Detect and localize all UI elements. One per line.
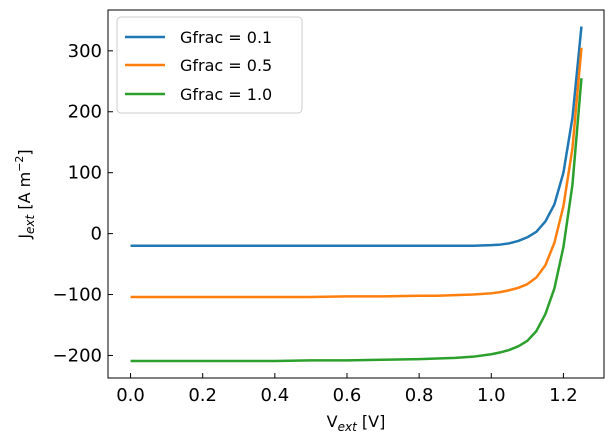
series-line-2 xyxy=(130,78,583,363)
x-axis-label-unit: [V] xyxy=(357,412,386,431)
x-tick-label: 0.6 xyxy=(333,385,362,406)
x-tick-label: 0.0 xyxy=(116,385,145,406)
x-tick-label: 1.0 xyxy=(477,385,506,406)
x-axis-label: Vext [V] xyxy=(327,412,386,434)
legend-label-2: Gfrac = 1.0 xyxy=(180,85,272,104)
y-axis-label-unit-post: ] xyxy=(15,149,34,155)
x-tick-label: 0.4 xyxy=(261,385,290,406)
y-tick-label: 0 xyxy=(91,224,102,245)
x-axis-label-base: V xyxy=(327,412,338,431)
x-tick-label: 0.2 xyxy=(188,385,217,406)
y-axis-label: Jext [A m−2] xyxy=(13,149,37,239)
legend-label-0: Gfrac = 0.1 xyxy=(180,28,272,47)
x-tick-label: 1.2 xyxy=(549,385,578,406)
y-axis-label-base: J xyxy=(15,234,34,240)
y-tick-label: 100 xyxy=(68,163,102,184)
series-line-1 xyxy=(130,47,583,299)
y-tick-label: −200 xyxy=(53,345,102,366)
legend: Gfrac = 0.1 Gfrac = 0.5 Gfrac = 1.0 xyxy=(116,16,303,114)
y-axis-label-unit-sup: −2 xyxy=(13,156,26,172)
legend-box xyxy=(116,16,303,114)
y-tick-label: 300 xyxy=(68,41,102,62)
y-axis: −200 −100 0 100 200 300 xyxy=(53,41,113,366)
plot-frame xyxy=(107,9,605,379)
series-line-0 xyxy=(130,26,583,248)
y-axis-label-unit-pre: [A m xyxy=(15,172,34,215)
legend-label-1: Gfrac = 0.5 xyxy=(180,56,272,75)
y-axis-label-sub: ext xyxy=(23,213,37,233)
x-axis: 0.0 0.2 0.4 0.6 0.8 1.0 1.2 xyxy=(116,373,578,406)
x-axis-label-sub: ext xyxy=(338,420,358,434)
x-tick-label: 0.8 xyxy=(405,385,434,406)
y-tick-label: −100 xyxy=(53,285,102,306)
y-tick-label: 200 xyxy=(68,102,102,123)
series-layer xyxy=(130,26,583,363)
